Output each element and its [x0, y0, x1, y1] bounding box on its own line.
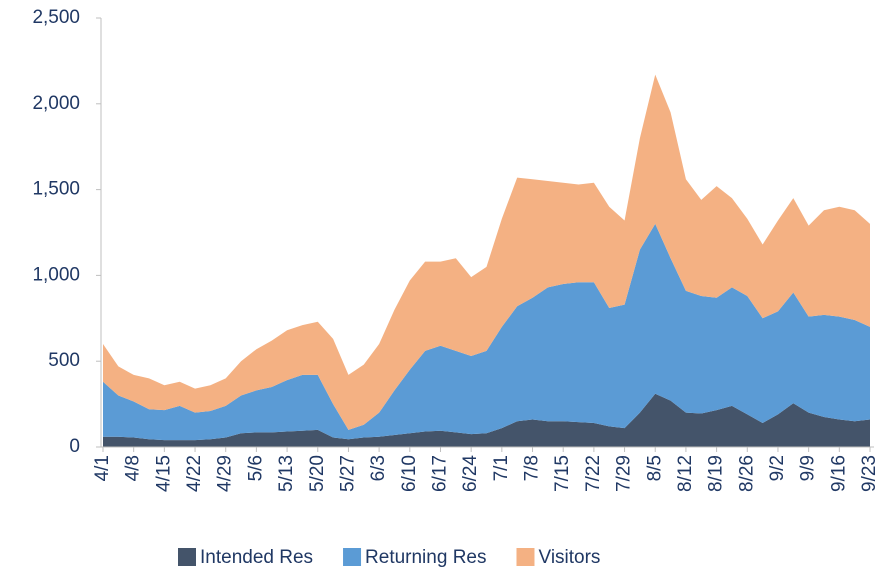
x-tick-label: 5/13	[276, 455, 297, 492]
x-tick-label: 9/23	[859, 455, 880, 492]
x-tick-label: 9/16	[828, 455, 849, 492]
x-tick-label: 9/9	[798, 455, 819, 481]
x-tick-label: 4/29	[215, 455, 236, 492]
x-tick-label: 6/24	[460, 455, 481, 492]
x-tick-label: 7/8	[522, 455, 543, 481]
y-tick-label: 1,000	[32, 264, 80, 285]
y-tick-label: 2,500	[32, 7, 80, 28]
legend-label: Returning Res	[365, 547, 486, 568]
x-tick-label: 8/19	[706, 455, 727, 492]
x-tick-label: 7/15	[552, 455, 573, 492]
x-tick-label: 8/26	[736, 455, 757, 492]
x-tick-label: 9/2	[767, 455, 788, 481]
legend-swatch	[516, 548, 535, 566]
y-tick-label: 2,000	[32, 93, 80, 114]
x-tick-label: 8/5	[644, 455, 665, 481]
x-tick-label: 6/10	[399, 455, 420, 492]
legend-swatch	[343, 548, 362, 566]
x-tick-label: 8/12	[675, 455, 696, 492]
legend-label: Visitors	[538, 547, 600, 568]
x-tick-label: 5/20	[307, 455, 328, 492]
x-tick-label: 7/22	[583, 455, 604, 492]
area	[103, 74, 870, 430]
y-tick-label: 0	[69, 436, 80, 457]
x-tick-label: 4/8	[123, 455, 144, 481]
x-tick-label: 5/6	[245, 455, 266, 481]
x-tick-label: 7/29	[614, 455, 635, 492]
x-tick-label: 4/22	[184, 455, 205, 492]
x-tick-label: 4/15	[153, 455, 174, 492]
x-tick-label: 6/17	[429, 455, 450, 492]
legend: Intended Res Returning Res Visitors	[178, 547, 600, 568]
area	[103, 223, 870, 441]
area	[103, 393, 870, 447]
y-tick-label: 1,500	[32, 179, 80, 200]
x-tick-label: 7/1	[491, 455, 512, 481]
y-tick-label: 500	[48, 350, 80, 371]
legend-swatch	[178, 548, 196, 566]
x-tick-label: 5/27	[337, 455, 358, 492]
x-tick-label: 6/3	[368, 455, 389, 481]
legend-label: Intended Res	[200, 547, 313, 568]
x-tick-label: 4/1	[92, 455, 113, 481]
